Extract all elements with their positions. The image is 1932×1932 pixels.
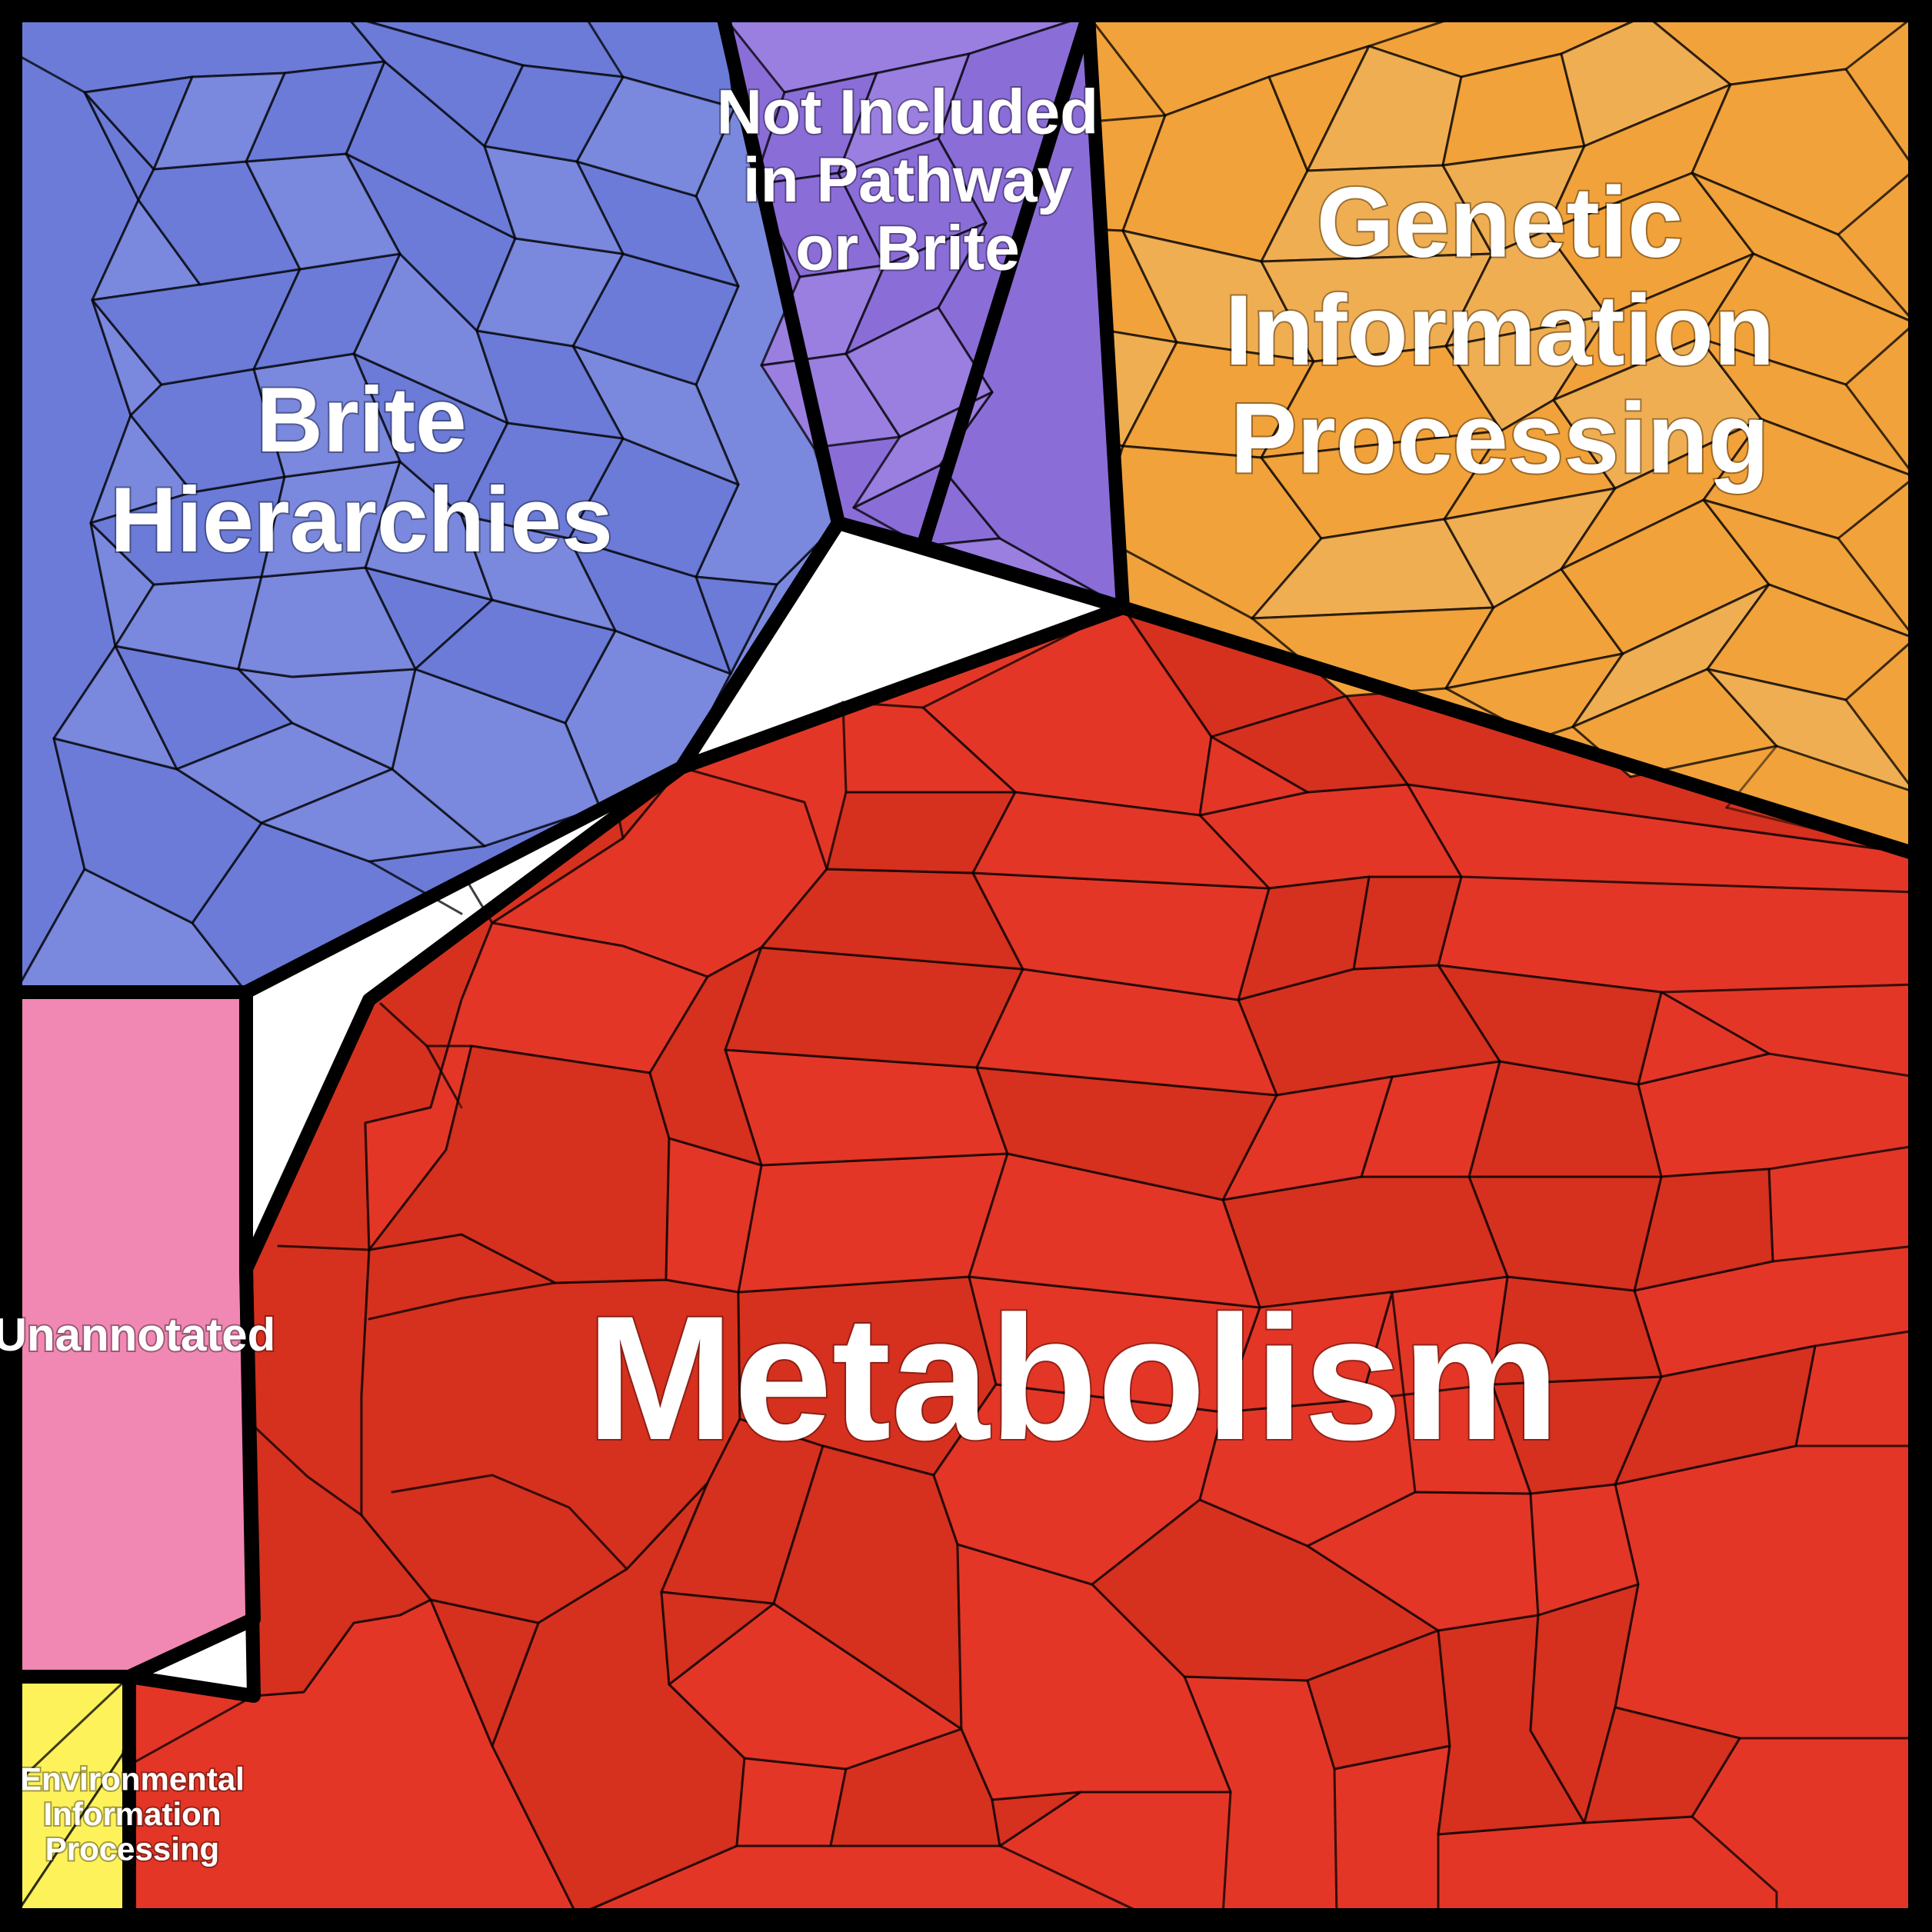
voronoi-treemap: MetabolismBriteHierarchiesGeneticInforma… [0,0,1932,1932]
label-metabolism: Metabolism [586,1279,1559,1477]
label-unannotated: Unannotated [0,1309,275,1361]
label-environmental: EnvironmentalInformationProcessing [20,1761,245,1867]
